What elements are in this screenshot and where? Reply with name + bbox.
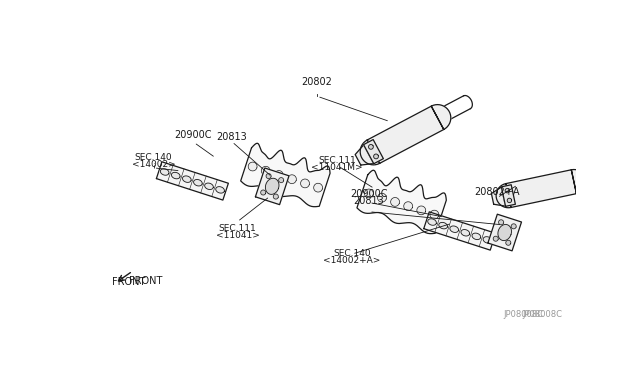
Text: <11041M>: <11041M> bbox=[311, 163, 363, 172]
Text: JP08008C: JP08008C bbox=[503, 310, 543, 319]
Polygon shape bbox=[472, 233, 481, 240]
Text: SEC.111: SEC.111 bbox=[318, 156, 356, 165]
Text: 20900C: 20900C bbox=[350, 189, 387, 199]
Text: 20900C: 20900C bbox=[174, 129, 212, 140]
Text: JP08008C: JP08008C bbox=[522, 310, 563, 320]
Polygon shape bbox=[430, 210, 439, 219]
Polygon shape bbox=[161, 169, 169, 175]
Text: 20813: 20813 bbox=[216, 132, 246, 142]
Polygon shape bbox=[488, 214, 522, 251]
Polygon shape bbox=[287, 175, 296, 184]
Text: SEC.140: SEC.140 bbox=[134, 153, 172, 162]
Polygon shape bbox=[357, 170, 446, 234]
Text: 20802: 20802 bbox=[301, 77, 333, 87]
Polygon shape bbox=[417, 206, 426, 215]
Text: <14002>: <14002> bbox=[132, 160, 175, 169]
Polygon shape bbox=[255, 168, 289, 205]
Text: FRONT: FRONT bbox=[112, 278, 145, 288]
Polygon shape bbox=[492, 187, 506, 206]
Polygon shape bbox=[275, 171, 284, 179]
Polygon shape bbox=[498, 224, 511, 241]
Polygon shape bbox=[378, 193, 387, 202]
Polygon shape bbox=[450, 226, 458, 232]
Text: <11041>: <11041> bbox=[216, 231, 260, 240]
Polygon shape bbox=[314, 183, 323, 192]
Polygon shape bbox=[404, 202, 413, 211]
Polygon shape bbox=[216, 187, 225, 193]
Text: 20802+A: 20802+A bbox=[474, 187, 520, 196]
Text: SEC.140: SEC.140 bbox=[333, 248, 371, 258]
Polygon shape bbox=[182, 176, 191, 182]
Polygon shape bbox=[507, 198, 511, 203]
Polygon shape bbox=[355, 145, 374, 165]
Polygon shape bbox=[499, 220, 504, 225]
Polygon shape bbox=[424, 212, 496, 250]
Polygon shape bbox=[369, 144, 373, 149]
Polygon shape bbox=[248, 162, 257, 171]
Polygon shape bbox=[505, 189, 509, 193]
Polygon shape bbox=[483, 237, 492, 243]
Polygon shape bbox=[511, 224, 516, 229]
Polygon shape bbox=[365, 189, 373, 198]
Polygon shape bbox=[273, 194, 278, 199]
Polygon shape bbox=[439, 222, 447, 229]
Polygon shape bbox=[172, 172, 180, 179]
Polygon shape bbox=[506, 240, 511, 245]
Polygon shape bbox=[241, 143, 330, 207]
Text: 20813: 20813 bbox=[353, 196, 384, 206]
Polygon shape bbox=[266, 174, 271, 179]
Polygon shape bbox=[374, 154, 378, 159]
Polygon shape bbox=[266, 178, 279, 195]
Polygon shape bbox=[360, 105, 451, 165]
Polygon shape bbox=[496, 170, 586, 208]
Text: FRONT: FRONT bbox=[129, 276, 162, 286]
Text: SEC.111: SEC.111 bbox=[219, 224, 257, 233]
Polygon shape bbox=[205, 183, 213, 190]
Polygon shape bbox=[428, 219, 436, 225]
Polygon shape bbox=[261, 166, 270, 175]
Polygon shape bbox=[301, 179, 310, 188]
Polygon shape bbox=[493, 236, 499, 241]
Polygon shape bbox=[156, 162, 228, 200]
Polygon shape bbox=[260, 190, 266, 195]
Polygon shape bbox=[278, 178, 284, 183]
Text: <14002+A>: <14002+A> bbox=[323, 256, 381, 264]
Polygon shape bbox=[193, 179, 202, 186]
Polygon shape bbox=[461, 230, 470, 236]
Polygon shape bbox=[501, 185, 515, 206]
Polygon shape bbox=[364, 140, 383, 164]
Polygon shape bbox=[390, 198, 399, 206]
